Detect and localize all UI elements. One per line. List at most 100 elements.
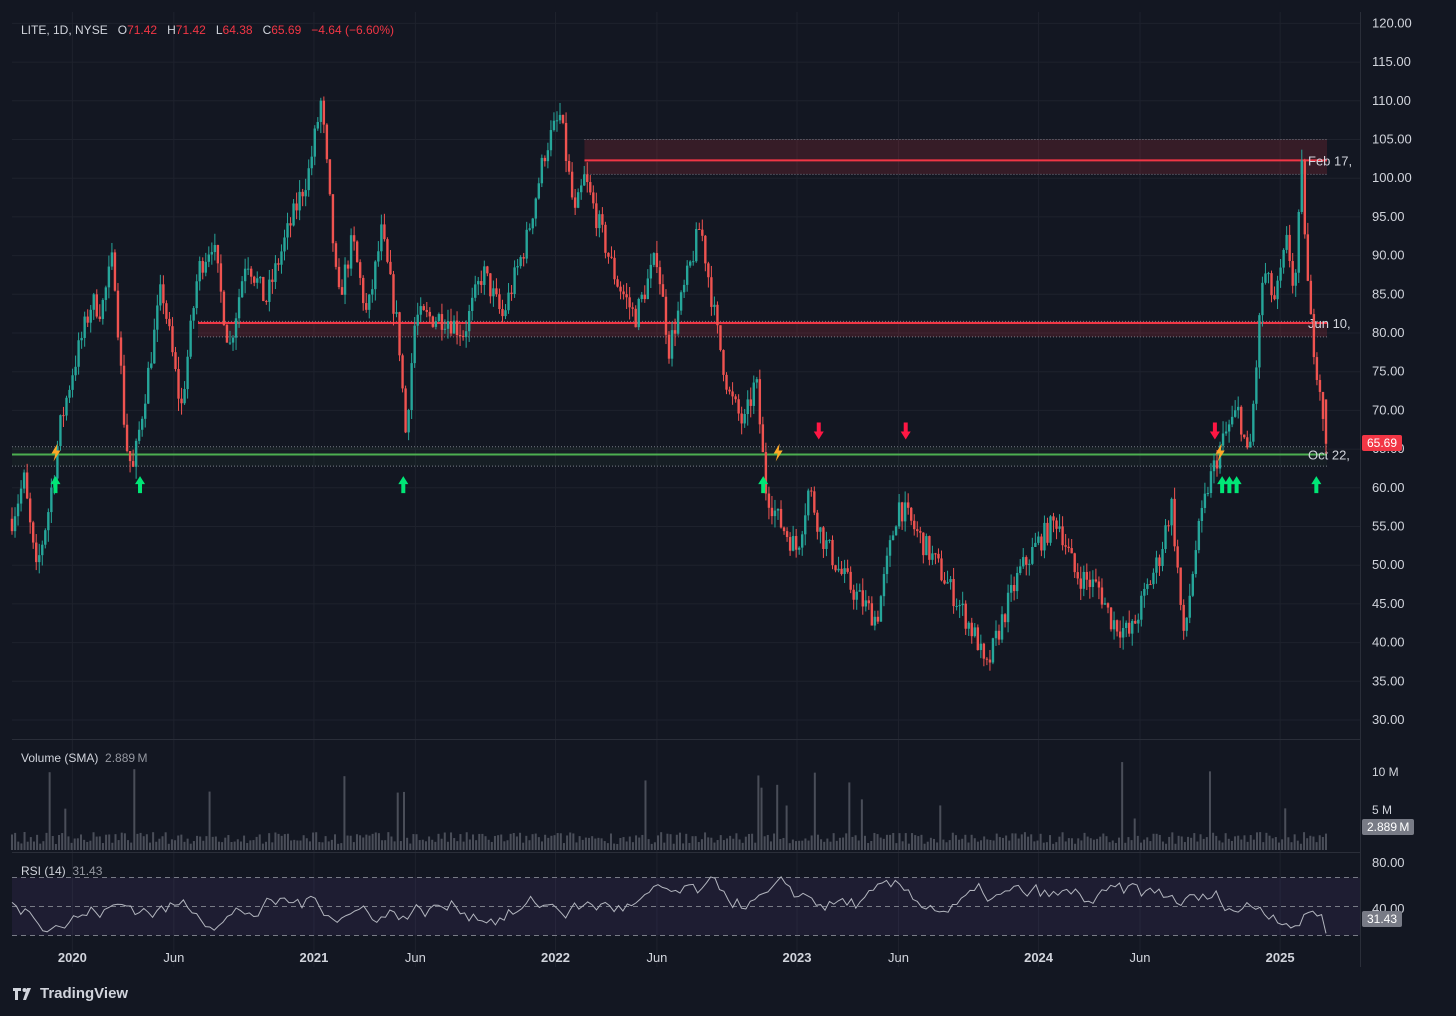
volume-bar	[1108, 842, 1111, 850]
volume-bar	[1042, 842, 1045, 850]
buy-signal-arrow-icon	[758, 476, 769, 494]
volume-bar	[1212, 832, 1215, 850]
volume-bar	[575, 842, 578, 850]
candle-body	[280, 251, 283, 265]
candle-body	[940, 558, 943, 581]
candle-body	[900, 502, 904, 522]
volume-bar	[493, 835, 496, 850]
volume-bar	[631, 842, 634, 850]
candle-body	[531, 218, 534, 229]
volume-bar	[945, 842, 948, 850]
volume-bar	[54, 843, 57, 850]
candle-body	[522, 257, 525, 259]
candle-body	[80, 337, 83, 341]
volume-bar	[321, 842, 324, 850]
candle-body	[719, 325, 722, 351]
candle-body	[737, 399, 740, 414]
volume-bar	[387, 832, 390, 850]
candle-body	[1140, 595, 1143, 620]
volume-bar	[170, 839, 173, 850]
rsi-band	[12, 877, 1360, 936]
candle-body	[543, 157, 547, 162]
candle-body	[352, 235, 356, 242]
candle-body	[334, 243, 338, 267]
high-label: H	[167, 23, 176, 37]
volume-bar	[744, 836, 747, 850]
candle-body	[664, 296, 668, 335]
rsi-legend: RSI (14) 31.43	[21, 864, 102, 878]
candle-body	[628, 297, 631, 308]
candle-body	[380, 224, 383, 252]
volume-bar	[854, 835, 857, 850]
candle-body	[831, 539, 834, 566]
volume-bar	[1180, 836, 1183, 850]
candle-body	[340, 287, 344, 295]
price-tick-label: 85.00	[1372, 286, 1405, 301]
volume-bar	[29, 837, 32, 850]
volume-bar	[327, 841, 330, 850]
candle-body	[1303, 160, 1307, 235]
volume-bar	[108, 834, 111, 850]
volume-tick-label: 10 M	[1372, 765, 1399, 779]
candle-body	[589, 182, 592, 193]
volume-bar	[42, 841, 45, 850]
candle-body	[864, 600, 867, 607]
volume-bar	[1092, 839, 1095, 850]
volume-bar	[1215, 835, 1218, 850]
candle-body	[801, 534, 804, 548]
volume-bar	[1055, 842, 1058, 850]
candle-body	[298, 191, 301, 211]
volume-bar	[1039, 833, 1042, 850]
candle-body	[98, 316, 102, 319]
volume-bar	[989, 839, 992, 850]
volume-bar	[732, 838, 735, 850]
volume-bar	[155, 841, 158, 850]
candle-body	[77, 340, 80, 367]
candle-body	[322, 100, 326, 125]
volume-bar	[1067, 838, 1070, 850]
volume-bar	[446, 841, 449, 850]
candle-body	[71, 375, 74, 390]
volume-bar	[578, 836, 581, 850]
volume-bar	[562, 843, 565, 850]
volume-bar	[167, 843, 170, 850]
volume-bar	[123, 833, 126, 850]
volume-bar	[939, 805, 942, 850]
candle-body	[1061, 526, 1064, 546]
volume-bar	[845, 833, 848, 850]
volume-bar	[917, 836, 920, 850]
candle-body	[210, 252, 214, 255]
volume-bar	[1196, 841, 1199, 850]
volume-bar	[763, 836, 766, 850]
volume-bar	[1205, 837, 1208, 850]
candle-body	[35, 542, 38, 563]
close-value: 65.69	[271, 23, 302, 37]
volume-bar	[1312, 836, 1315, 850]
volume-bar	[290, 840, 293, 850]
candle-body	[104, 287, 108, 300]
price-tick-label: 95.00	[1372, 209, 1405, 224]
candle-body	[1315, 357, 1319, 381]
volume-bar	[773, 833, 776, 850]
candle-body	[1252, 403, 1255, 442]
volume-bar	[920, 834, 923, 850]
volume-bar	[95, 836, 98, 850]
candle-body	[62, 415, 65, 417]
candle-body	[513, 267, 516, 295]
candle-body	[679, 292, 683, 311]
volume-bar	[1262, 842, 1265, 850]
candle-body	[156, 305, 159, 330]
volume-bar	[64, 808, 67, 850]
volume-bar	[399, 841, 402, 850]
candle-body	[346, 264, 350, 269]
resistance-zone	[584, 139, 1327, 175]
volume-bar	[1193, 833, 1196, 850]
candle-body	[510, 292, 513, 295]
volume-bar	[1190, 837, 1193, 850]
volume-bar	[1149, 841, 1152, 850]
candle-body	[492, 288, 495, 297]
candle-body	[970, 622, 973, 637]
price-tick-label: 90.00	[1372, 248, 1405, 263]
volume-bar	[566, 835, 569, 850]
